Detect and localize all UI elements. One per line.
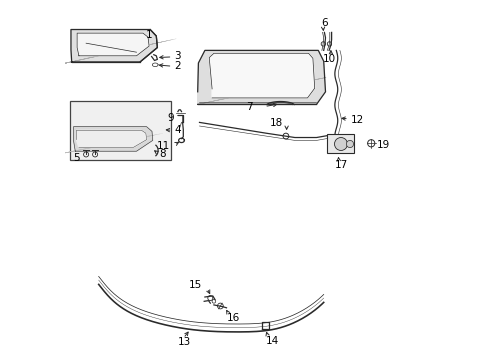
Text: 18: 18 bbox=[269, 118, 283, 128]
Text: 8: 8 bbox=[159, 149, 166, 159]
Text: 3: 3 bbox=[174, 51, 180, 61]
Text: 13: 13 bbox=[178, 337, 191, 347]
Polygon shape bbox=[209, 53, 314, 98]
Text: 11: 11 bbox=[157, 141, 170, 151]
Text: 15: 15 bbox=[188, 280, 202, 290]
Text: 4: 4 bbox=[174, 125, 180, 135]
Circle shape bbox=[334, 138, 347, 150]
Text: 12: 12 bbox=[349, 114, 363, 125]
Text: 9: 9 bbox=[167, 113, 174, 123]
Text: 10: 10 bbox=[322, 54, 335, 64]
Text: 7: 7 bbox=[245, 102, 252, 112]
Text: 5: 5 bbox=[73, 153, 80, 163]
Polygon shape bbox=[73, 127, 152, 151]
Bar bbox=[326, 134, 354, 153]
Text: 1: 1 bbox=[145, 30, 152, 40]
Text: 14: 14 bbox=[265, 336, 279, 346]
Polygon shape bbox=[197, 50, 325, 104]
Polygon shape bbox=[71, 30, 157, 62]
Bar bbox=[70, 101, 170, 160]
Polygon shape bbox=[76, 130, 146, 147]
Circle shape bbox=[346, 140, 353, 148]
Text: 2: 2 bbox=[174, 61, 180, 71]
Text: 17: 17 bbox=[334, 159, 347, 170]
Text: 16: 16 bbox=[226, 313, 239, 323]
Text: 19: 19 bbox=[376, 140, 389, 150]
Polygon shape bbox=[77, 33, 149, 56]
Text: 6: 6 bbox=[320, 18, 327, 28]
